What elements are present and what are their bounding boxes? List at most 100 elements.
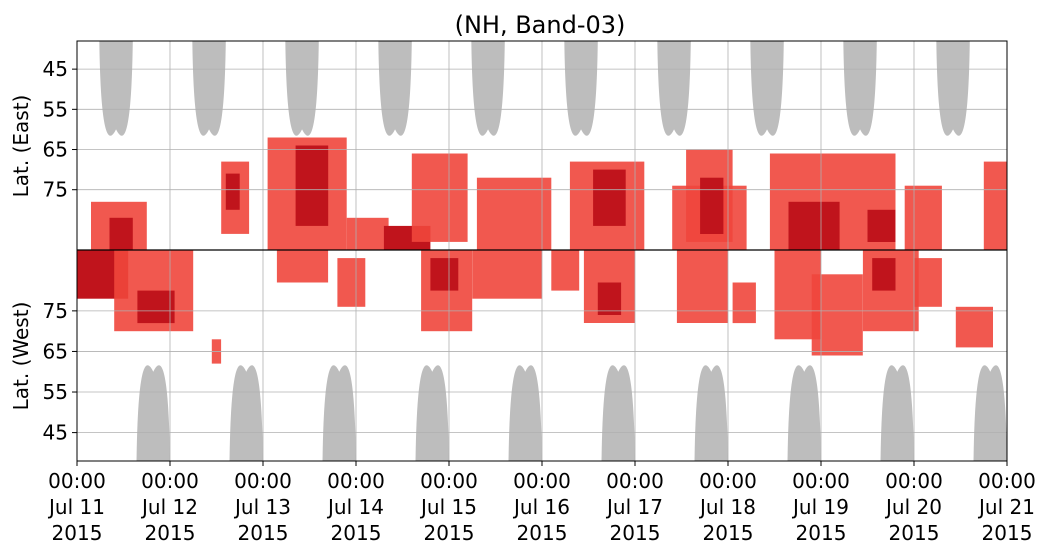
gray-lobe-east-1 (192, 41, 226, 136)
data-region-west-33 (732, 282, 756, 324)
x-tick-label-line-3-1: Jul 14 (326, 495, 384, 519)
x-tick-label-0: 00:00 Jul 11 2015 (47, 469, 106, 545)
y-tick-label-west-0: 75 (43, 299, 68, 323)
x-tick-label-line-4-2: 2015 (424, 521, 475, 545)
x-tick-label-line-10-0: 00:00 (978, 469, 1036, 493)
x-tick-label-line-9-1: Jul 20 (884, 495, 942, 519)
gray-lobe-west-14 (508, 365, 542, 461)
x-tick-label-line-8-2: 2015 (796, 521, 847, 545)
grid-lines (76, 41, 1008, 461)
x-tick-label-line-1-1: Jul 12 (140, 495, 198, 519)
gray-lobe-east-2 (285, 41, 319, 136)
data-region-west-22 (137, 290, 175, 324)
gray-lobe-west-10 (136, 365, 170, 461)
gray-lobe-east-9 (936, 41, 970, 136)
x-tick-label-line-10-2: 2015 (982, 521, 1033, 545)
data-region-west-29 (551, 250, 580, 291)
x-tick-label-line-0-1: Jul 11 (47, 495, 105, 519)
x-tick-label-line-1-0: 00:00 (141, 469, 199, 493)
data-region-east-19 (983, 161, 1008, 250)
x-tick-label-line-8-0: 00:00 (792, 469, 850, 493)
x-tick-label-line-9-0: 00:00 (885, 469, 943, 493)
gray-lobe-east-5 (564, 41, 598, 136)
gray-lobe-east-7 (750, 41, 784, 136)
x-tick-label-2: 00:00 Jul 13 2015 (233, 469, 292, 545)
x-tick-label-1: 00:00 Jul 12 2015 (140, 469, 199, 545)
x-tick-label-9: 00:00 Jul 20 2015 (884, 469, 943, 545)
x-tick-label-line-4-0: 00:00 (420, 469, 478, 493)
data-region-east-1 (109, 217, 133, 250)
x-tick-label-line-7-2: 2015 (703, 521, 754, 545)
data-region-east-3 (225, 173, 240, 210)
y-tick-label-east-0: 45 (43, 57, 68, 81)
data-region-east-16 (788, 201, 840, 250)
data-region-west-28 (472, 250, 543, 299)
gray-lobe-west-13 (415, 365, 449, 461)
data-region-east-6 (346, 217, 389, 250)
x-tick-label-line-10-1: Jul 21 (977, 495, 1035, 519)
x-tick-label-line-7-0: 00:00 (699, 469, 757, 493)
x-tick-label-line-3-2: 2015 (331, 521, 382, 545)
gray-lobe-west-17 (787, 365, 821, 461)
y-axis-label-west: Lat. (West) (9, 302, 33, 411)
x-tick-label-line-9-2: 2015 (889, 521, 940, 545)
x-tick-label-4: 00:00 Jul 15 2015 (419, 469, 478, 545)
data-region-west-25 (337, 258, 366, 307)
solar-illumination-mask (99, 41, 1007, 461)
gray-lobe-west-15 (601, 365, 635, 461)
data-region-west-35 (811, 274, 863, 356)
x-tick-label-line-5-2: 2015 (517, 521, 568, 545)
data-region-west-38 (914, 258, 942, 307)
y-axis-label-east: Lat. (East) (9, 95, 33, 198)
gray-lobe-west-16 (694, 365, 728, 461)
gray-lobe-east-0 (99, 41, 133, 136)
y-tick-label-east-2: 65 (43, 138, 68, 162)
x-tick-label-line-5-0: 00:00 (513, 469, 571, 493)
x-tick-label-line-6-0: 00:00 (606, 469, 664, 493)
x-tick-label-line-3-0: 00:00 (327, 469, 385, 493)
y-tick-label-west-1: 65 (43, 339, 68, 363)
gray-lobe-west-18 (880, 365, 914, 461)
y-tick-label-west-3: 45 (43, 421, 68, 445)
x-tick-label-line-0-0: 00:00 (48, 469, 106, 493)
y-tick-label-east-3: 75 (43, 178, 68, 202)
x-tick-label-7: 00:00 Jul 18 2015 (698, 469, 757, 545)
x-tick-label-10: 00:00 Jul 21 2015 (977, 469, 1036, 545)
x-tick-label-line-2-2: 2015 (238, 521, 289, 545)
data-region-west-24 (276, 250, 329, 283)
gray-lobe-east-4 (471, 41, 505, 136)
data-region-east-9 (476, 177, 552, 250)
x-tick-label-8: 00:00 Jul 19 2015 (791, 469, 850, 545)
data-region-west-39 (955, 306, 993, 348)
gray-lobe-west-11 (229, 365, 263, 461)
x-tick-label-line-5-1: Jul 16 (512, 495, 570, 519)
data-region-west-32 (676, 250, 728, 323)
gray-lobe-west-19 (973, 365, 1007, 461)
y-axis-ticks: 45 55 65 75 75 65 55 45 (43, 57, 77, 445)
gray-lobe-east-6 (657, 41, 691, 136)
x-tick-label-line-6-2: 2015 (610, 521, 661, 545)
data-region-east-8 (411, 153, 468, 242)
x-tick-label-line-4-1: Jul 15 (419, 495, 477, 519)
x-tick-label-line-0-2: 2015 (52, 521, 103, 545)
x-tick-label-6: 00:00 Jul 17 2015 (605, 469, 664, 545)
data-region-east-17 (867, 209, 896, 242)
data-region-west-31 (597, 282, 622, 315)
data-region-east-11 (593, 169, 626, 226)
x-tick-label-line-2-1: Jul 13 (233, 495, 291, 519)
x-tick-label-3: 00:00 Jul 14 2015 (326, 469, 385, 545)
x-tick-label-5: 00:00 Jul 16 2015 (512, 469, 571, 545)
x-tick-label-line-6-1: Jul 17 (605, 495, 663, 519)
gray-lobe-east-8 (843, 41, 877, 136)
x-tick-label-line-1-2: 2015 (145, 521, 196, 545)
plot-area (76, 40, 1008, 462)
y-tick-label-west-2: 55 (43, 380, 68, 404)
x-tick-label-line-2-0: 00:00 (234, 469, 292, 493)
data-region-east-5 (295, 145, 329, 226)
chart-title: (NH, Band-03) (455, 11, 626, 39)
gray-lobe-west-12 (322, 365, 356, 461)
y-tick-label-east-1: 55 (43, 97, 68, 121)
x-tick-label-line-8-1: Jul 19 (791, 495, 849, 519)
